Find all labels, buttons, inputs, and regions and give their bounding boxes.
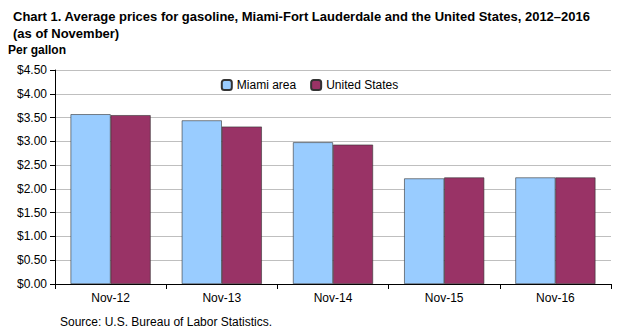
svg-text:Nov-13: Nov-13	[202, 291, 241, 305]
svg-text:Miami area: Miami area	[237, 78, 297, 92]
svg-text:$4.50: $4.50	[17, 63, 47, 77]
svg-text:$1.00: $1.00	[17, 229, 47, 243]
svg-text:Nov-15: Nov-15	[425, 291, 464, 305]
svg-text:Chart 1. Average prices for ga: Chart 1. Average prices for gasoline, Mi…	[13, 9, 594, 24]
svg-text:United States: United States	[326, 78, 398, 92]
svg-text:$4.00: $4.00	[17, 87, 47, 101]
svg-text:Nov-16: Nov-16	[536, 291, 575, 305]
svg-text:Per gallon: Per gallon	[8, 43, 66, 57]
svg-text:$0.50: $0.50	[17, 253, 47, 267]
svg-text:Nov-12: Nov-12	[91, 291, 130, 305]
svg-text:$1.50: $1.50	[17, 206, 47, 220]
svg-text:$3.00: $3.00	[17, 134, 47, 148]
svg-text:(as of November): (as of November)	[13, 26, 119, 41]
svg-text:Source: U.S. Bureau of Labor S: Source: U.S. Bureau of Labor Statistics.	[60, 315, 272, 329]
svg-text:$2.00: $2.00	[17, 182, 47, 196]
svg-text:$0.00: $0.00	[17, 277, 47, 291]
svg-text:$2.50: $2.50	[17, 158, 47, 172]
svg-text:Nov-14: Nov-14	[314, 291, 353, 305]
svg-text:$3.50: $3.50	[17, 111, 47, 125]
